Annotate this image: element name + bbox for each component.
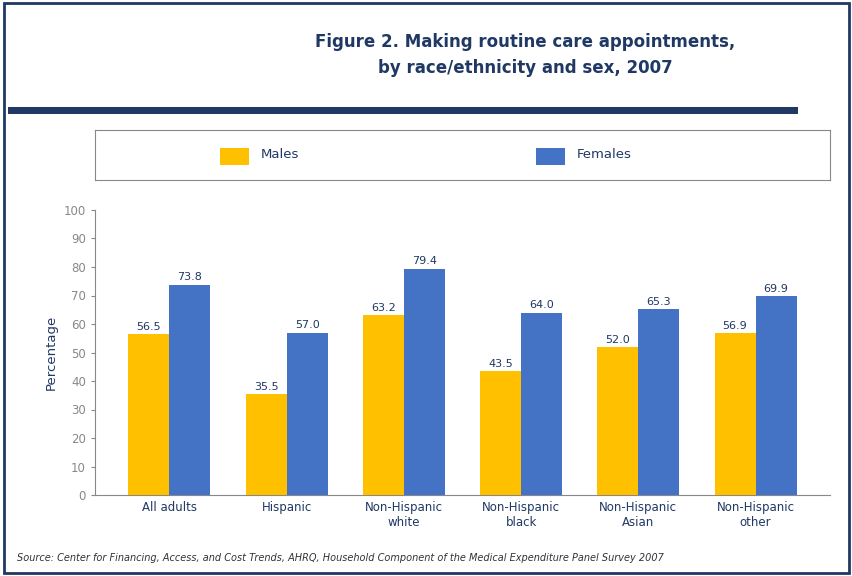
- Bar: [170, 285, 210, 495]
- Text: 35.5: 35.5: [254, 381, 278, 392]
- Text: 43.5: 43.5: [487, 359, 512, 369]
- Text: 69.9: 69.9: [763, 283, 787, 294]
- Text: Females: Females: [576, 149, 630, 161]
- Text: 52.0: 52.0: [605, 335, 630, 344]
- Bar: [245, 394, 286, 495]
- Text: 73.8: 73.8: [177, 272, 202, 282]
- Bar: [362, 315, 403, 495]
- Bar: [521, 313, 561, 495]
- Bar: [637, 309, 678, 495]
- Text: 57.0: 57.0: [295, 320, 320, 330]
- Bar: [220, 147, 249, 165]
- Text: 65.3: 65.3: [646, 297, 671, 306]
- Bar: [755, 296, 796, 495]
- Bar: [596, 347, 637, 495]
- Text: Source: Center for Financing, Access, and Cost Trends, AHRQ, Household Component: Source: Center for Financing, Access, an…: [17, 554, 663, 563]
- Text: Figure 2. Making routine care appointments,
by race/ethnicity and sex, 2007: Figure 2. Making routine care appointmen…: [314, 33, 734, 77]
- Y-axis label: Percentage: Percentage: [45, 315, 58, 390]
- Text: Males: Males: [260, 149, 298, 161]
- Text: 56.9: 56.9: [722, 321, 746, 331]
- Text: 63.2: 63.2: [371, 302, 395, 313]
- Text: 64.0: 64.0: [528, 300, 553, 310]
- Bar: [403, 269, 445, 495]
- Text: 79.4: 79.4: [412, 256, 436, 267]
- Bar: [129, 334, 170, 495]
- Bar: [286, 332, 327, 495]
- Bar: [535, 147, 565, 165]
- Text: 56.5: 56.5: [136, 321, 161, 332]
- Bar: [714, 333, 755, 495]
- Bar: [480, 371, 521, 495]
